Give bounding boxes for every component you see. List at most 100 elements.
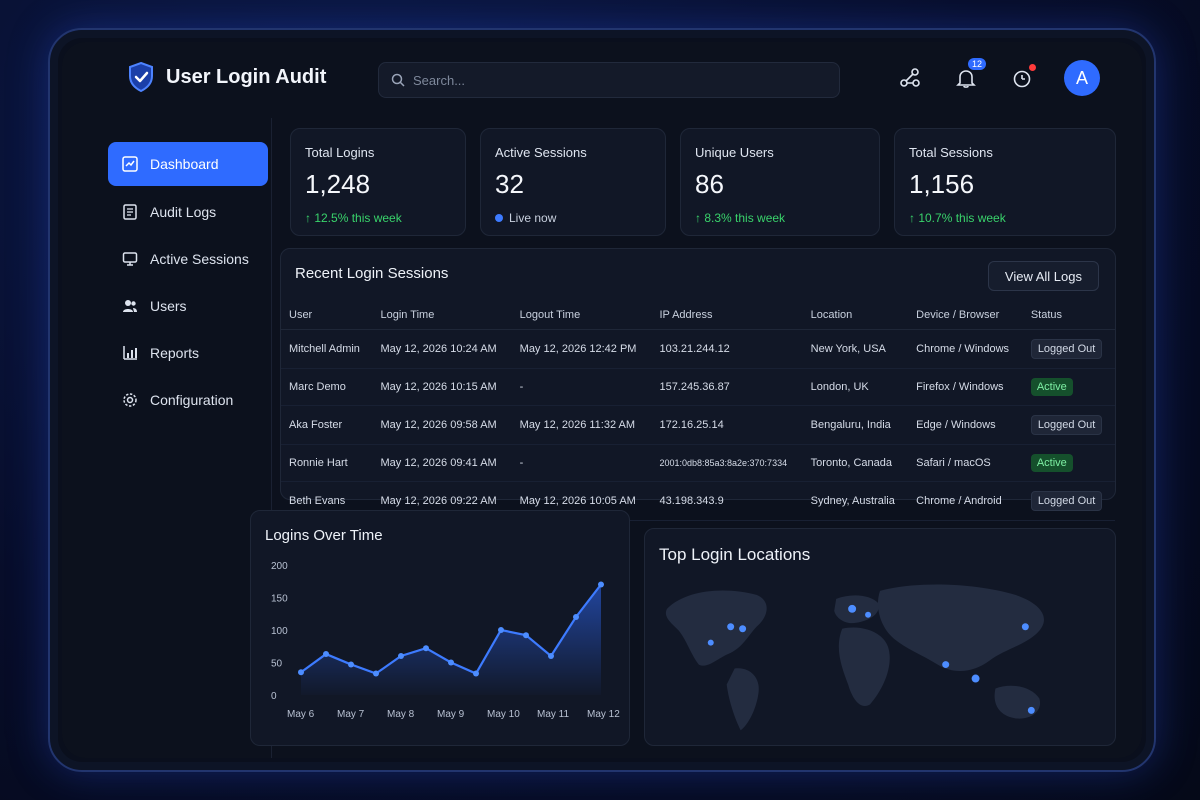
sidebar-item-configuration[interactable]: Configuration [108,378,268,422]
north-america-shape [665,590,767,666]
y-tick-label: 50 [271,659,283,670]
live-indicator: Live now [495,211,556,225]
africa-shape [838,627,890,706]
stat-label: Total Sessions [909,145,993,160]
data-point[interactable] [373,670,379,677]
hotspot-singapore [971,674,980,683]
x-tick-label: May 10 [487,709,520,720]
sidebar-item-label: Reports [150,345,200,361]
y-tick-label: 200 [271,561,288,572]
column-header[interactable]: Status [1022,301,1115,330]
cell-logout: - [511,368,652,406]
world-map [665,584,1044,731]
data-point[interactable] [473,670,479,677]
cell-ip: 157.245.36.87 [651,368,803,406]
column-header[interactable]: Location [802,301,909,330]
stat-value: 1,156 [909,169,975,199]
bell-icon [956,70,976,88]
hotspot-london [848,604,857,613]
hotspot-tokyo [1021,623,1029,631]
top-header: User Login Audit [62,42,1142,118]
cell-login: May 12, 2026 10:15 AM [372,368,512,406]
stat-value: 86 [695,169,724,199]
sidebar-item-users[interactable]: Users [108,284,268,328]
shield-check-icon [129,62,153,92]
search-bar[interactable] [378,62,840,98]
table-row[interactable]: Ronnie Hart May 12, 2026 09:41 AM -2001:0d… [281,444,1115,482]
data-point[interactable] [498,627,504,633]
data-point[interactable] [523,632,529,639]
sidebar-item-active-sessions[interactable]: Active Sessions [108,237,268,281]
x-tick-label: May 6 [287,709,315,720]
alert-icon [1013,70,1031,88]
y-tick-label: 150 [271,594,288,605]
section-title: Recent Login Sessions [295,265,449,282]
x-tick-label: May 7 [337,709,365,720]
table-body: Mitchell Admin May 12, 2026 10:24 AM May 1… [281,329,1115,521]
data-point[interactable] [423,645,429,652]
sidebar: Dashboard Audit Logs Active Sessions Use… [62,118,272,758]
data-point[interactable] [323,651,329,658]
column-header[interactable]: Device / Browser [908,301,1023,330]
cell-logout: May 12, 2026 11:32 AM [511,405,652,445]
cell-user: Ronnie Hart [281,444,373,482]
stat-label: Active Sessions [495,145,587,160]
status-badge: Logged Out [1030,415,1103,435]
view-all-logs-button[interactable]: View All Logs [987,261,1099,291]
x-tick-label: May 8 [387,709,415,720]
column-header[interactable]: IP Address [651,301,803,330]
cell-login: May 12, 2026 09:41 AM [372,444,512,482]
notifications-button[interactable]: 12 [952,58,986,92]
europe-shape [834,595,879,624]
audit-logs-icon [123,204,137,220]
data-point[interactable] [573,614,579,620]
sidebar-item-audit-logs[interactable]: Audit Logs [108,190,268,234]
cell-location: Toronto, Canada [802,444,909,482]
alert-dot [1029,64,1036,71]
data-point[interactable] [348,661,354,668]
alerts-button[interactable] [1008,64,1036,92]
y-tick-label: 0 [271,691,277,702]
cell-device: Edge / Windows [908,405,1023,445]
data-point[interactable] [448,659,454,666]
hotspot-sydney [1027,706,1035,714]
cell-user: Aka Foster [281,405,373,445]
sidebar-item-dashboard[interactable]: Dashboard [108,142,268,186]
table-row[interactable]: Mitchell Admin May 12, 2026 10:24 AM May 1… [281,329,1115,369]
cell-ip: 103.21.244.12 [651,329,803,369]
logins-chart: 0 50 100 150 200 May 6 May 7 May 8 May 9 May 10 Ma… [271,561,620,720]
share-button[interactable] [896,64,924,92]
column-header[interactable]: User [281,301,373,330]
recent-sessions-card: Recent Login Sessions View All Logs User… [280,248,1116,521]
cell-logout: - [511,444,652,482]
sessions-table: User Login Time Logout Time IP Address L… [281,301,1115,521]
hotspot-new-york [739,625,747,633]
data-point[interactable] [598,581,604,588]
table-row[interactable]: Aka Foster May 12, 2026 09:58 AM May 12, 2… [281,405,1115,445]
data-point[interactable] [398,653,404,659]
header-actions: 12 A [896,58,1100,96]
cell-status: Logged Out [1022,481,1115,521]
top-locations-card: Top Login Locations [644,528,1116,746]
continents [665,584,1044,731]
cell-user: Mitchell Admin [281,329,373,369]
sidebar-item-reports[interactable]: Reports [108,331,268,375]
chart-title: Logins Over Time [265,527,383,544]
cell-ip: 172.16.25.14 [651,405,803,445]
app-screen: User Login Audit [62,42,1142,758]
status-badge: Active [1030,378,1073,396]
stat-card-unique-users: Unique Users 86 ↑ 8.3% this week [680,128,880,236]
table-row[interactable]: Marc Demo May 12, 2026 10:15 AM -157.245.3… [281,368,1115,406]
data-point[interactable] [548,653,554,659]
map-title: Top Login Locations [659,545,811,564]
data-point[interactable] [298,669,304,676]
column-header[interactable]: Logout Time [511,301,652,330]
user-avatar[interactable]: A [1064,60,1100,96]
stat-label: Unique Users [695,145,774,160]
cell-location: London, UK [802,368,909,406]
stat-delta: ↑ 8.3% this week [695,211,786,225]
search-icon [391,73,405,87]
column-header[interactable]: Login Time [372,301,512,330]
search-input[interactable] [413,72,813,88]
cell-status: Logged Out [1022,405,1115,445]
